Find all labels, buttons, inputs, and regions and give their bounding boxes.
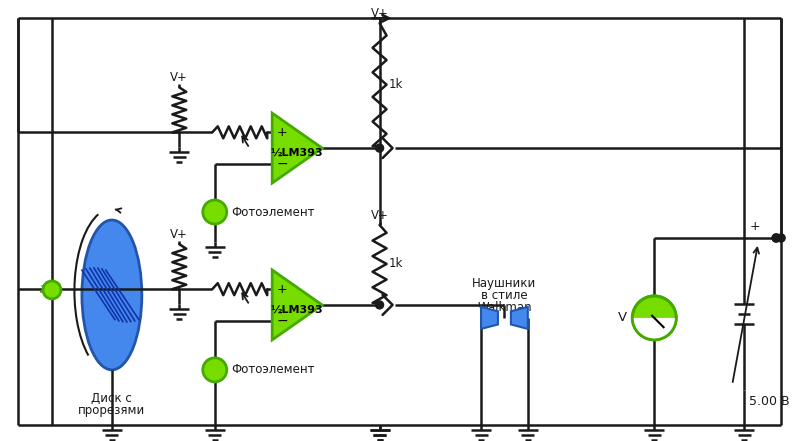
- Text: V+: V+: [170, 71, 189, 84]
- Text: в стиле: в стиле: [481, 289, 528, 302]
- Text: 1k: 1k: [388, 78, 403, 91]
- Text: +: +: [277, 283, 288, 295]
- Text: V+: V+: [371, 209, 388, 222]
- Circle shape: [43, 281, 61, 299]
- Circle shape: [203, 200, 227, 224]
- Ellipse shape: [82, 220, 142, 370]
- Text: +: +: [749, 220, 760, 233]
- Circle shape: [632, 296, 676, 340]
- Text: ½LM393: ½LM393: [270, 148, 323, 158]
- Circle shape: [203, 358, 227, 382]
- Circle shape: [376, 301, 384, 309]
- Text: ½LM393: ½LM393: [270, 305, 323, 315]
- Polygon shape: [272, 113, 322, 183]
- Text: +: +: [277, 126, 288, 139]
- Circle shape: [777, 234, 785, 242]
- Polygon shape: [272, 270, 322, 340]
- Circle shape: [772, 234, 780, 242]
- Polygon shape: [511, 307, 528, 329]
- Text: V+: V+: [170, 228, 189, 241]
- Text: прорезями: прорезями: [78, 404, 145, 417]
- Text: V+: V+: [371, 7, 388, 20]
- Text: −: −: [276, 314, 288, 328]
- Text: 1k: 1k: [388, 258, 403, 270]
- Wedge shape: [632, 318, 676, 340]
- Text: Фотоэлемент: Фотоэлемент: [232, 206, 316, 218]
- Circle shape: [376, 144, 384, 152]
- Polygon shape: [481, 307, 498, 329]
- Text: 5.00 В: 5.00 В: [749, 395, 789, 408]
- Text: Диск с: Диск с: [92, 392, 133, 405]
- Text: −: −: [276, 157, 288, 171]
- Text: V: V: [618, 311, 627, 325]
- Circle shape: [772, 234, 780, 242]
- Text: Фотоэлемент: Фотоэлемент: [232, 363, 316, 376]
- Text: Walkman: Walkman: [477, 301, 532, 314]
- Text: Наушники: Наушники: [472, 277, 537, 290]
